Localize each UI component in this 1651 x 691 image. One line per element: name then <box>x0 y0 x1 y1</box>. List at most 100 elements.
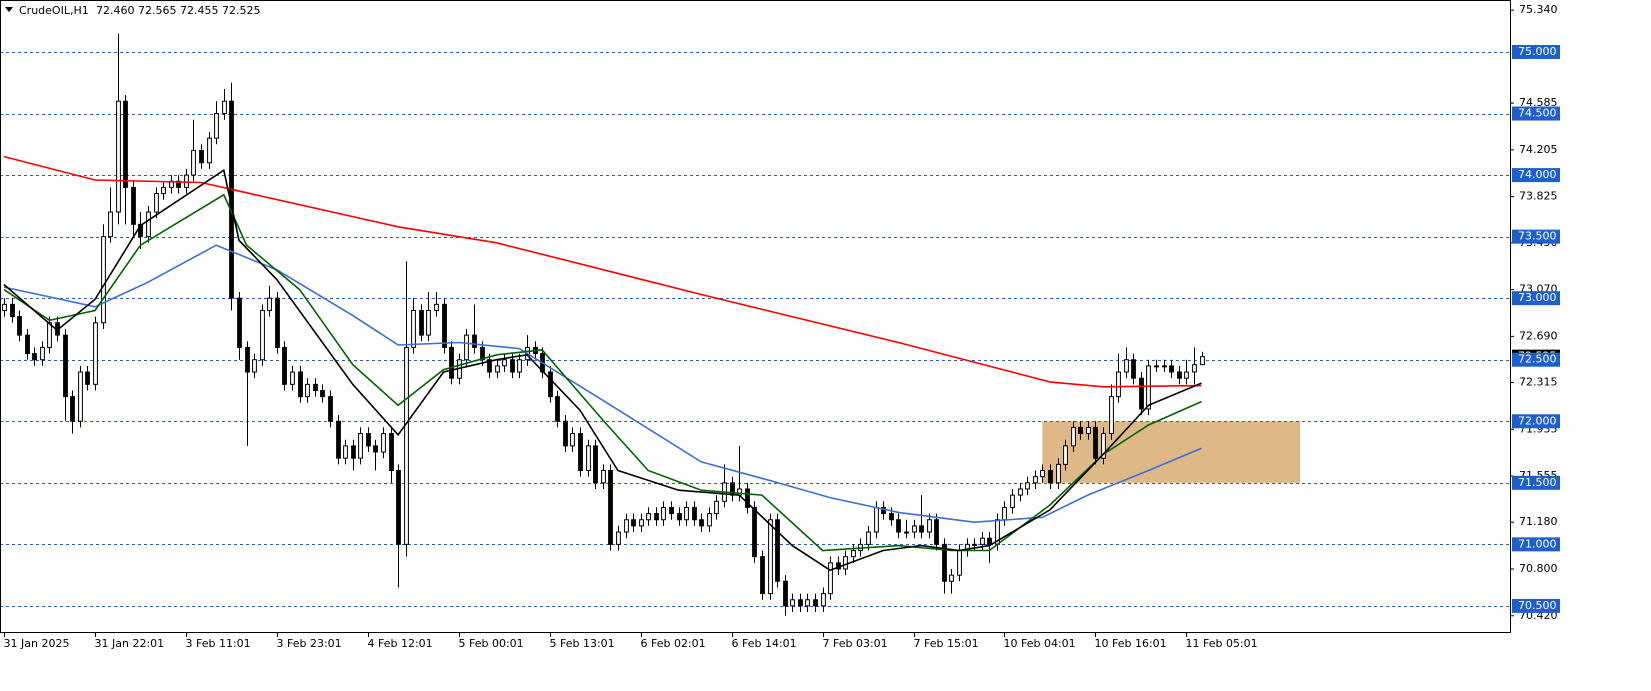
candle-body <box>207 137 212 164</box>
level-box <box>1512 475 1560 490</box>
candle-body <box>1169 365 1174 373</box>
x-tick-label: 6 Feb 14:01 <box>732 637 797 650</box>
candle-body <box>639 519 644 527</box>
candle-body <box>70 396 75 422</box>
moving-average <box>3 244 1202 524</box>
candle-body <box>328 396 333 422</box>
candle-body <box>851 550 856 558</box>
candle-body <box>343 445 348 459</box>
candle-body <box>646 513 651 521</box>
candle-body <box>593 445 598 484</box>
candle-body <box>464 334 469 361</box>
candle-body <box>896 519 901 533</box>
candle-body <box>320 389 325 398</box>
candle-body <box>108 211 113 238</box>
candle-body <box>298 371 303 398</box>
candle-body <box>972 543 977 546</box>
candle-body <box>889 513 894 521</box>
candle-body <box>601 470 606 484</box>
symbol-menu-arrow[interactable] <box>5 7 13 12</box>
candle-body <box>1018 488 1023 496</box>
y-tick-label: 72.315 <box>1519 375 1558 388</box>
candle-body <box>548 371 553 398</box>
candle-body <box>987 537 992 545</box>
moving-average <box>3 193 1202 552</box>
candle-body <box>472 334 477 348</box>
candle-body <box>934 519 939 545</box>
candle-body <box>942 543 947 582</box>
candle-body <box>252 359 257 373</box>
y-tick-label: 73.825 <box>1519 190 1558 203</box>
candle-body <box>1177 371 1182 379</box>
candle-body <box>154 193 159 213</box>
level-box <box>1512 352 1560 367</box>
level-label: 74.500 <box>1518 107 1557 120</box>
x-tick-label: 4 Feb 12:01 <box>368 637 433 650</box>
candle-body <box>222 100 227 115</box>
candle-body <box>661 506 666 521</box>
candle-body <box>199 149 204 164</box>
candle-body <box>1154 365 1159 368</box>
moving-average <box>3 155 1202 388</box>
candle-body <box>1101 433 1106 459</box>
candle-body <box>17 316 22 336</box>
candle-body <box>366 433 371 447</box>
x-tick-label: 6 Feb 02:01 <box>641 637 706 650</box>
candle-body <box>1071 426 1076 447</box>
candle-body <box>798 599 803 607</box>
candle-body <box>260 309 265 361</box>
symbol: CrudeOIL,H1 <box>19 4 89 17</box>
candle-body <box>1056 463 1061 484</box>
candle-body <box>912 525 917 533</box>
candle-body <box>517 359 522 373</box>
candle-body <box>586 445 591 472</box>
candle-body <box>449 346 454 379</box>
candle-body <box>85 371 90 385</box>
candle-body <box>578 433 583 472</box>
candle-body <box>1002 506 1007 521</box>
x-tick-label: 31 Jan 22:01 <box>95 637 165 650</box>
y-tick-label: 70.800 <box>1519 562 1558 575</box>
candle-body <box>1146 365 1151 410</box>
candle-body <box>267 297 272 311</box>
candle-body <box>821 593 826 607</box>
candle-body <box>760 556 765 595</box>
candle-body <box>78 371 83 422</box>
candle-body <box>881 506 886 515</box>
candle-body <box>768 519 773 595</box>
candle-body <box>699 519 704 527</box>
x-tick-label: 5 Feb 13:01 <box>550 637 615 650</box>
candle-body <box>1162 365 1167 368</box>
candle-body <box>411 309 416 348</box>
candle-body <box>949 574 954 582</box>
candle-body <box>396 470 401 545</box>
candle-body <box>1025 482 1030 490</box>
candle-body <box>1109 396 1114 435</box>
level-box <box>1512 229 1560 244</box>
candle-body <box>434 303 439 311</box>
candle-body <box>745 488 750 508</box>
candle-body <box>1078 426 1083 435</box>
candle-body <box>389 433 394 472</box>
candle-body <box>282 346 287 385</box>
candle-body <box>563 420 568 447</box>
candle-body <box>866 531 871 545</box>
x-tick-label: 7 Feb 03:01 <box>823 637 888 650</box>
candle-body <box>116 100 121 213</box>
candle-body <box>692 506 697 521</box>
x-tick-label: 10 Feb 16:01 <box>1095 637 1167 650</box>
candle-body <box>502 359 507 367</box>
candle-body <box>1124 359 1129 373</box>
candle-body <box>616 531 621 545</box>
candle-body <box>131 186 136 225</box>
level-box <box>1512 414 1560 429</box>
candle-body <box>184 174 189 188</box>
candle-body <box>2 303 7 311</box>
y-tick-label: 72.690 <box>1519 329 1558 342</box>
level-label: 72.000 <box>1518 414 1557 427</box>
candle-body <box>336 420 341 459</box>
candle-body <box>63 334 68 398</box>
candle-body <box>290 371 295 385</box>
x-tick-label: 3 Feb 23:01 <box>277 637 342 650</box>
